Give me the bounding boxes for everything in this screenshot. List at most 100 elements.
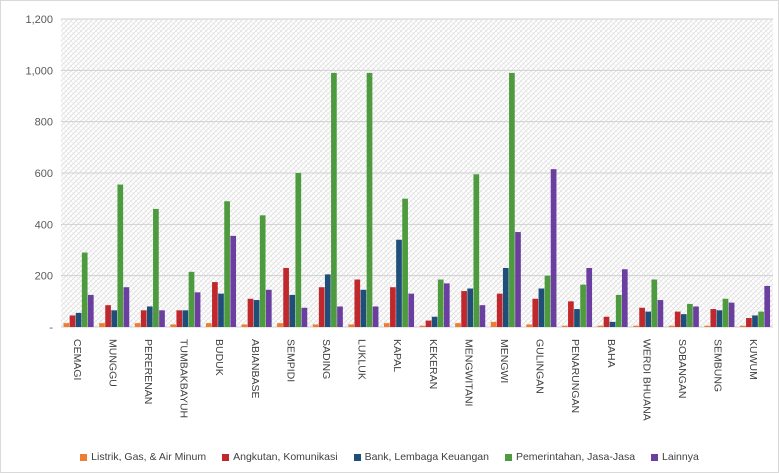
y-tick-label: 200 [35,271,53,283]
bar-penarungan-series-3 [580,285,586,327]
bar-mengwi-series-3 [509,73,515,327]
bar-tumbakbayuh-series-2 [183,310,189,327]
bar-pererenan-series-3 [153,209,159,327]
legend-swatch [80,454,87,461]
bar-kekeran-series-4 [444,283,450,327]
bar-werdi-bhuana-series-1 [639,308,645,327]
legend-label: Listrik, Gas, & Air Minum [91,451,206,463]
legend: Listrik, Gas, & Air Minum Angkutan, Komun… [1,446,778,468]
bar-kapal-series-0 [384,323,390,327]
bar-sobangan-series-3 [687,304,693,327]
bar-kapal-series-4 [408,294,414,327]
legend-swatch [222,454,229,461]
legend-item: Lainnya [651,451,699,463]
bar-munggu-series-0 [99,323,105,327]
x-tick-label: PENARUNGAN [569,339,581,413]
bar-kapal-series-3 [402,199,408,327]
bar-sobangan-series-0 [669,326,675,327]
bar-abianbase-series-4 [266,290,272,327]
bar-sobangan-series-4 [693,306,699,327]
bar-kekeran-series-1 [426,321,432,327]
bar-buduk-series-3 [224,201,230,327]
bar-pererenan-series-2 [147,306,153,327]
bar-sembung-series-1 [710,309,716,327]
legend-item: Pemerintahan, Jasa-Jasa [505,451,635,463]
x-tick-label: BUDUK [213,339,225,376]
legend-label: Pemerintahan, Jasa-Jasa [516,451,635,463]
x-tick-label: SEMPIDI [284,339,296,382]
bar-kuwum-series-0 [740,326,746,327]
bar-kapal-series-1 [390,287,396,327]
bar-gulingan-series-4 [551,169,557,327]
bar-pererenan-series-0 [135,323,141,327]
bar-munggu-series-1 [105,305,111,327]
x-tick-label: BAHA [605,339,617,368]
bar-gulingan-series-1 [532,299,538,327]
bar-buduk-series-2 [218,294,224,327]
bar-penarungan-series-1 [568,301,574,327]
bar-lukluk-series-4 [373,306,379,327]
x-tick-label: KAPAL [391,339,403,372]
bar-sembung-series-4 [729,303,735,327]
y-tick-label: 800 [35,117,53,129]
y-tick-label: - [49,322,53,334]
bar-abianbase-series-2 [254,300,260,327]
bar-lukluk-series-0 [348,324,354,327]
bar-abianbase-series-1 [248,299,254,327]
bar-lukluk-series-1 [354,280,360,327]
x-tick-label: WERDI BHUANA [640,339,652,421]
bar-buduk-series-0 [206,323,212,327]
bar-penarungan-series-0 [562,326,568,327]
bar-baha-series-0 [598,326,604,327]
x-tick-label: SOBANGAN [676,339,688,399]
bar-munggu-series-3 [117,185,123,327]
bar-munggu-series-4 [124,287,130,327]
bar-baha-series-4 [622,269,628,327]
bar-tumbakbayuh-series-0 [170,324,176,327]
bar-kuwum-series-2 [752,315,758,327]
bar-cemagi-series-1 [70,315,76,327]
bar-kuwum-series-4 [764,286,770,327]
x-tick-label: MENGWI [498,339,510,383]
chart-plot: - 200 400 600 800 1,000 1,200 CEMAGI MUNGGU PERE… [1,1,778,441]
bar-abianbase-series-3 [260,215,266,327]
bar-kuwum-series-3 [758,312,764,327]
x-tick-label: KUWUM [747,339,759,380]
bar-munggu-series-2 [111,310,117,327]
bar-sobangan-series-2 [681,314,687,327]
bar-gulingan-series-3 [545,276,551,327]
legend-item: Listrik, Gas, & Air Minum [80,451,206,463]
bar-sembung-series-0 [704,326,710,327]
bar-sempidi-series-2 [289,295,295,327]
bar-pererenan-series-1 [141,310,147,327]
y-tick-label: 600 [35,168,53,180]
bar-buduk-series-4 [230,236,236,327]
bar-mengwitani-series-2 [467,289,473,328]
bar-lukluk-series-3 [367,73,373,327]
x-tick-label: GULINGAN [534,339,546,394]
bar-sempidi-series-0 [277,323,283,327]
legend-item: Bank, Lembaga Keuangan [354,451,489,463]
x-tick-label: LUKLUK [356,339,368,380]
bar-cemagi-series-0 [64,323,70,327]
x-tick-label: TUMBAKBAYUH [178,339,190,418]
bar-mengwi-series-2 [503,268,509,327]
bar-tumbakbayuh-series-3 [189,272,195,327]
legend-label: Lainnya [662,451,699,463]
bar-sempidi-series-4 [302,308,308,327]
legend-label: Angkutan, Komunikasi [233,451,337,463]
bar-buduk-series-1 [212,282,218,327]
bar-sading-series-0 [313,324,319,327]
bar-sading-series-3 [331,73,337,327]
bar-abianbase-series-0 [242,324,248,327]
bar-sempidi-series-1 [283,268,289,327]
x-tick-label: PERERENAN [142,339,154,404]
bar-sembung-series-2 [717,310,723,327]
bar-kuwum-series-1 [746,318,752,327]
x-axis: CEMAGI MUNGGU PERERENAN TUMBAKBAYUH BUDUK ABI… [71,339,759,421]
bar-sading-series-4 [337,306,343,327]
bar-kekeran-series-0 [420,326,426,327]
bar-kapal-series-2 [396,240,402,327]
bar-penarungan-series-4 [586,268,592,327]
